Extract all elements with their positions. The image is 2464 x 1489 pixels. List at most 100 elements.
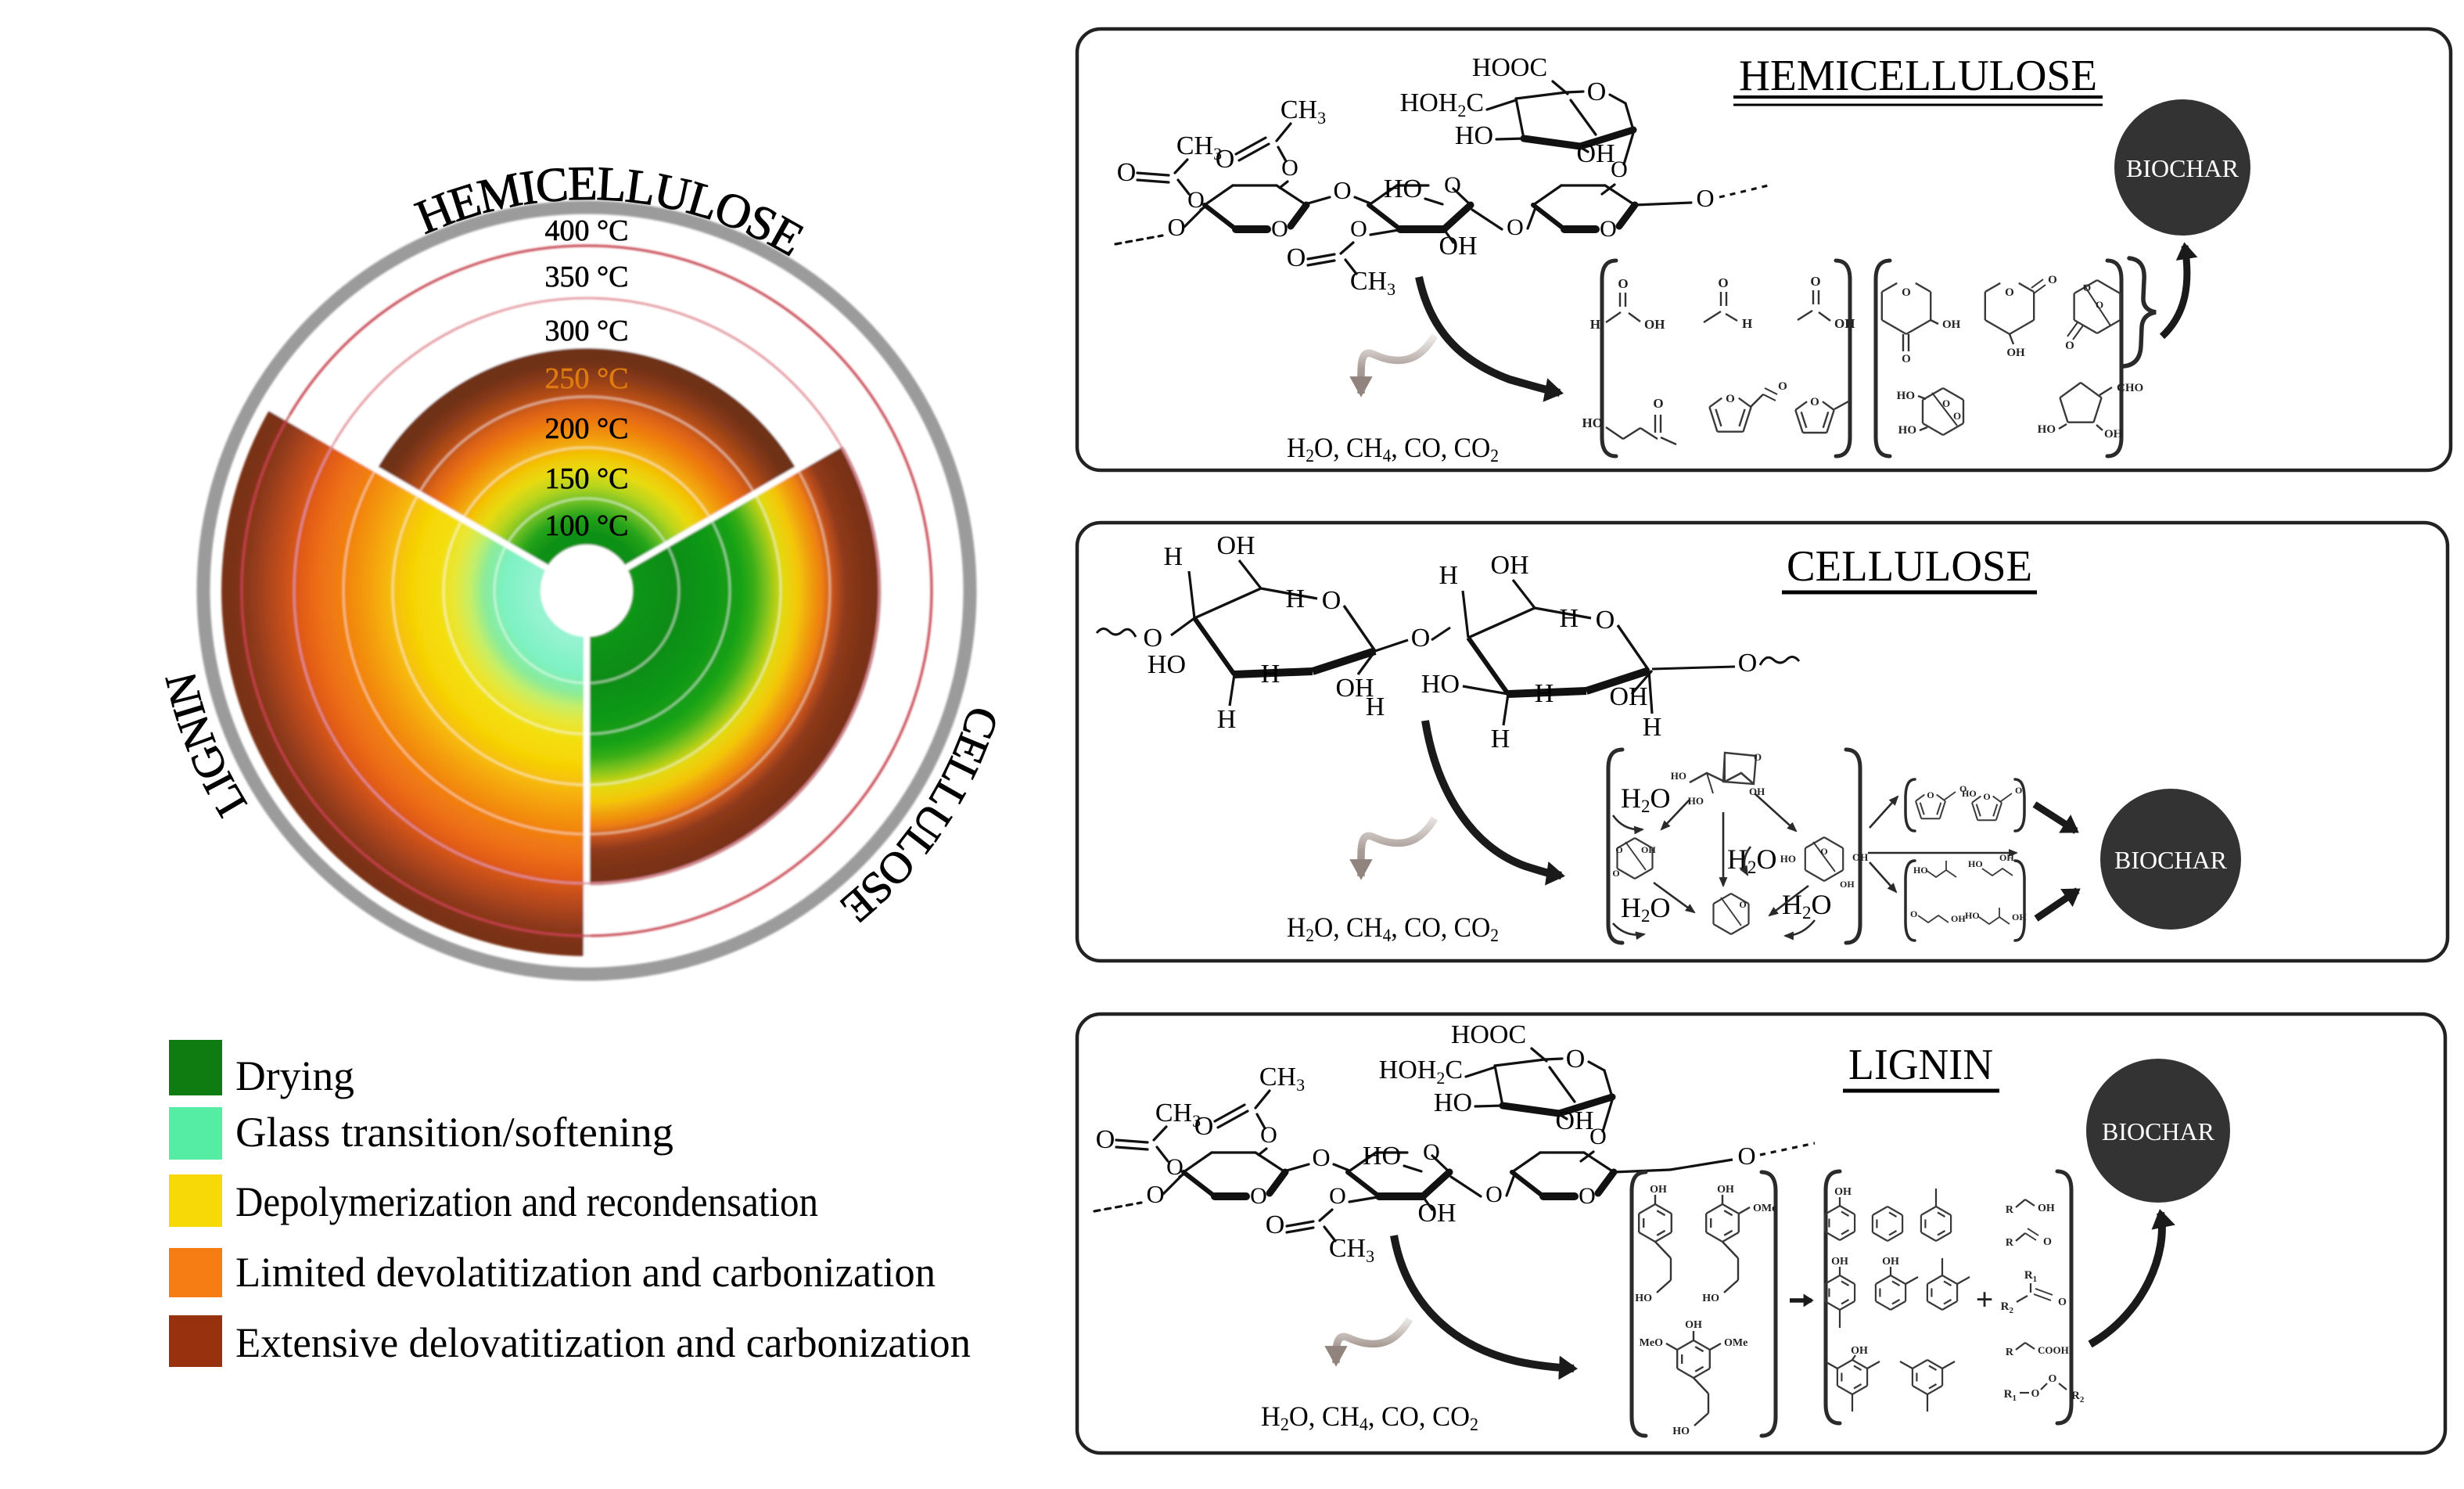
svg-text:H2O: H2O [1727,843,1777,877]
svg-text:H: H [1366,692,1385,721]
svg-text:H: H [1590,317,1600,332]
svg-text:OH: OH [1831,1256,1848,1268]
svg-text:O: O [1216,145,1235,174]
svg-text:H2O, CH4, CO, CO2: H2O, CH4, CO, CO2 [1287,432,1499,466]
svg-text:CHO: CHO [2117,382,2143,394]
svg-text:HO: HO [1671,770,1686,782]
svg-text:O: O [1927,789,1934,800]
svg-text:OH: OH [1439,232,1477,261]
svg-text:LIGNIN: LIGNIN [1848,1041,1993,1089]
svg-text:Glass transition/softening: Glass transition/softening [235,1109,673,1156]
svg-text:BIOCHAR: BIOCHAR [2114,846,2228,874]
svg-text:HO: HO [1965,910,1980,921]
svg-text:OH: OH [2006,347,2025,359]
svg-text:HEMICELLULOSE: HEMICELLULOSE [1739,52,2097,100]
svg-text:O: O [2015,785,2022,796]
svg-text:OH: OH [1749,786,1765,797]
svg-text:O: O [1333,176,1351,204]
svg-text:MeO: MeO [1640,1337,1663,1349]
svg-text:HO: HO [1421,670,1460,699]
svg-text:250 °C: 250 °C [544,362,628,395]
svg-text:HO: HO [1635,1293,1652,1304]
svg-text:O: O [1271,216,1288,242]
svg-text:O: O [2048,274,2057,286]
svg-text:O: O [1600,216,1617,242]
svg-text:100 °C: 100 °C [544,509,628,542]
svg-text:300 °C: 300 °C [544,315,628,347]
svg-text:+: + [1976,1282,1994,1317]
svg-text:O: O [1444,172,1461,198]
svg-text:HO: HO [1688,795,1704,807]
svg-text:OH: OH [1951,913,1966,924]
svg-text:OH: OH [1685,1319,1702,1331]
svg-text:O: O [1739,899,1746,910]
svg-text:Drying: Drying [235,1052,354,1099]
svg-text:O: O [2005,286,2014,299]
svg-text:H: H [1643,713,1662,742]
svg-text:OH: OH [1609,682,1647,711]
svg-text:CH3: CH3 [1280,95,1326,128]
svg-text:Extensive delovatitization and: Extensive delovatitization and carboniza… [235,1319,971,1366]
svg-text:O: O [1810,396,1819,408]
svg-text:O: O [1287,243,1306,272]
svg-text:O: O [1322,586,1342,615]
svg-text:OH: OH [1644,317,1665,332]
svg-text:BIOCHAR: BIOCHAR [2102,1117,2215,1146]
svg-text:O: O [1281,155,1298,181]
svg-text:O: O [1718,275,1728,290]
svg-text:O: O [1187,187,1205,213]
svg-text:OH: OH [1641,844,1656,855]
svg-text:O: O [1738,649,1758,678]
svg-text:350 °C: 350 °C [544,261,628,293]
svg-text:O: O [1611,156,1628,182]
svg-text:HO: HO [1582,415,1603,430]
svg-text:H: H [1217,705,1237,734]
svg-text:HO: HO [1968,858,1983,869]
svg-text:O: O [1737,1142,1755,1170]
svg-text:OH: OH [1576,139,1615,168]
svg-text:O: O [2083,282,2091,293]
svg-text:O: O [1902,286,1911,299]
svg-text:H2O: H2O [1782,889,1832,923]
svg-text:COOH: COOH [2038,1344,2069,1356]
svg-text:O: O [1587,77,1607,106]
svg-text:HO: HO [2038,423,2056,436]
svg-text:O: O [1615,844,1622,855]
svg-text:R2: R2 [2071,1390,2085,1404]
svg-text:R: R [2006,1347,2014,1358]
svg-text:HO: HO [1384,174,1422,203]
svg-text:H: H [1559,604,1579,633]
svg-text:CELLULOSE: CELLULOSE [1787,542,2032,591]
svg-text:OH: OH [1942,318,1961,331]
svg-text:OH: OH [1840,879,1855,890]
svg-text:HOOC: HOOC [1472,53,1547,82]
svg-text:OH: OH [2104,428,2123,441]
svg-text:O: O [1902,353,1911,365]
svg-text:200 °C: 200 °C [544,412,628,445]
svg-text:R: R [2006,1204,2014,1216]
svg-text:O: O [1596,606,1615,635]
svg-text:OMe: OMe [1724,1337,1747,1349]
svg-text:O: O [1411,624,1431,653]
svg-text:OH: OH [1999,852,2014,863]
svg-text:O: O [2096,299,2103,311]
svg-text:OMe: OMe [1753,1203,1776,1214]
svg-text:BIOCHAR: BIOCHAR [2126,154,2240,182]
svg-text:HO: HO [1780,853,1796,865]
svg-text:O: O [1778,380,1787,393]
svg-text:O: O [2043,1236,2052,1248]
svg-text:OH: OH [1852,851,1868,863]
svg-text:HO: HO [1962,788,1977,799]
svg-text:O: O [1820,846,1827,857]
svg-text:HO: HO [1898,424,1916,437]
svg-text:OH: OH [1834,316,1855,331]
svg-text:O: O [2049,1373,2057,1385]
svg-text:H: H [1742,316,1752,331]
svg-text:OH: OH [1490,551,1528,580]
svg-text:O: O [1754,751,1762,763]
svg-text:OH: OH [1216,531,1255,560]
svg-text:O: O [1350,216,1367,242]
svg-text:OH: OH [2038,1203,2055,1214]
svg-text:H: H [1285,584,1305,613]
svg-text:O: O [1612,868,1619,879]
